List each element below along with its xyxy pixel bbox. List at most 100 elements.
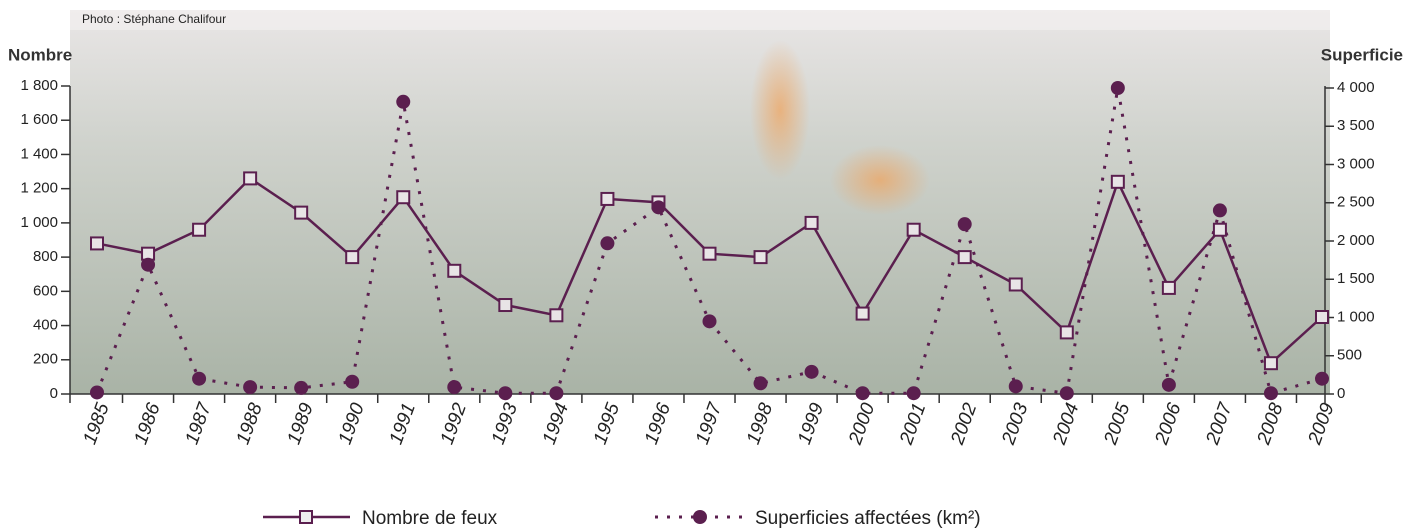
- x-tick-label: 1988: [233, 400, 267, 447]
- point: [192, 372, 206, 386]
- point: [1009, 379, 1023, 393]
- x-tick-label: 1999: [794, 400, 828, 447]
- x-tick-label: 1991: [386, 400, 420, 447]
- point: [498, 386, 512, 400]
- y-tick-label: 200: [33, 351, 58, 368]
- point: [90, 385, 104, 399]
- point: [1264, 386, 1278, 400]
- y2-tick-label: 3 500: [1337, 117, 1375, 134]
- point: [345, 375, 359, 389]
- y-tick-label: 1 200: [20, 180, 58, 197]
- point: [1061, 326, 1073, 338]
- point: [908, 224, 920, 236]
- point: [806, 217, 818, 229]
- x-tick-label: 1986: [130, 400, 164, 447]
- point: [244, 172, 256, 184]
- x-tick-label: 2001: [896, 400, 931, 448]
- legend-marker: [693, 510, 707, 524]
- x-tick-label: 1998: [743, 400, 777, 447]
- photo-fire: [750, 40, 810, 180]
- x-tick-label: 2008: [1253, 400, 1288, 448]
- point: [600, 236, 614, 250]
- point: [1112, 176, 1124, 188]
- x-tick-label: 1990: [335, 400, 369, 447]
- point: [754, 376, 768, 390]
- y2-tick-label: 4 000: [1337, 79, 1375, 96]
- y2-tick-label: 3 000: [1337, 155, 1375, 172]
- y-tick-label: 800: [33, 248, 58, 265]
- chart: Photo : Stéphane Chalifour Nombre Superf…: [0, 0, 1408, 531]
- point: [396, 95, 410, 109]
- x-tick-label: 1992: [437, 400, 471, 447]
- legend-label: Superficies affectées (km²): [755, 508, 981, 529]
- point: [141, 258, 155, 272]
- x-tick-label: 1987: [182, 399, 217, 447]
- y2-tick-label: 2 500: [1337, 194, 1375, 211]
- x-tick-label: 1995: [590, 400, 624, 447]
- y-tick-label: 600: [33, 282, 58, 299]
- photo-background: [70, 10, 1330, 394]
- point: [704, 248, 716, 260]
- x-tick-label: 1989: [284, 400, 318, 447]
- point: [243, 380, 257, 394]
- annotation: Photo : Stéphane Chalifour: [82, 12, 226, 26]
- legend-label: Nombre de feux: [362, 508, 498, 529]
- point: [958, 217, 972, 231]
- point: [499, 299, 511, 311]
- y-axis-title: Nombre: [8, 45, 72, 64]
- legend: Nombre de feux Superficies affectées (km…: [263, 508, 981, 529]
- y2-tick-label: 500: [1337, 347, 1362, 364]
- point: [601, 193, 613, 205]
- point: [549, 386, 563, 400]
- point: [805, 365, 819, 379]
- x-tick-label: 2006: [1151, 400, 1186, 448]
- point: [703, 314, 717, 328]
- x-tick-label: 2007: [1202, 399, 1237, 448]
- x-tick-label: 1997: [692, 399, 727, 447]
- x-tick-label: 2005: [1100, 400, 1135, 448]
- point: [448, 265, 460, 277]
- point: [294, 381, 308, 395]
- point: [1111, 81, 1125, 95]
- point: [447, 380, 461, 394]
- point: [1315, 372, 1329, 386]
- x-tick-label: 1996: [641, 400, 675, 447]
- y-tick-label: 1 000: [20, 214, 58, 231]
- photo-fire: [830, 145, 930, 215]
- y-tick-label: 1 800: [20, 77, 58, 94]
- point: [1060, 386, 1074, 400]
- x-tick-label: 1994: [539, 400, 573, 447]
- y2-tick-label: 1 500: [1337, 270, 1375, 287]
- point: [959, 251, 971, 263]
- y-tick-label: 1 600: [20, 111, 58, 128]
- point: [651, 200, 665, 214]
- point: [1162, 378, 1176, 392]
- x-tick-label: 2003: [998, 400, 1033, 448]
- x-tick-label: 1985: [79, 400, 113, 447]
- point: [295, 207, 307, 219]
- point: [907, 386, 921, 400]
- y2-axis-title: Superficie: [1321, 45, 1403, 64]
- x-tick-label: 2004: [1049, 400, 1084, 448]
- point: [1163, 282, 1175, 294]
- point: [346, 251, 358, 263]
- y2-tick-label: 1 000: [1337, 308, 1375, 325]
- point: [1213, 203, 1227, 217]
- x-tick-label: 1993: [488, 400, 522, 447]
- x-tick-label: 2009: [1304, 400, 1339, 448]
- point: [1316, 311, 1328, 323]
- y-tick-label: 1 400: [20, 145, 58, 162]
- legend-marker: [300, 511, 312, 523]
- point: [1265, 357, 1277, 369]
- point: [1010, 278, 1022, 290]
- point: [1214, 224, 1226, 236]
- y-tick-label: 0: [50, 385, 58, 402]
- point: [550, 309, 562, 321]
- y-tick-label: 400: [33, 317, 58, 334]
- photo-band: [70, 10, 1330, 30]
- point: [755, 251, 767, 263]
- x-tick-label: 2002: [947, 400, 982, 448]
- point: [397, 191, 409, 203]
- y2-tick-label: 0: [1337, 385, 1345, 402]
- point: [857, 308, 869, 320]
